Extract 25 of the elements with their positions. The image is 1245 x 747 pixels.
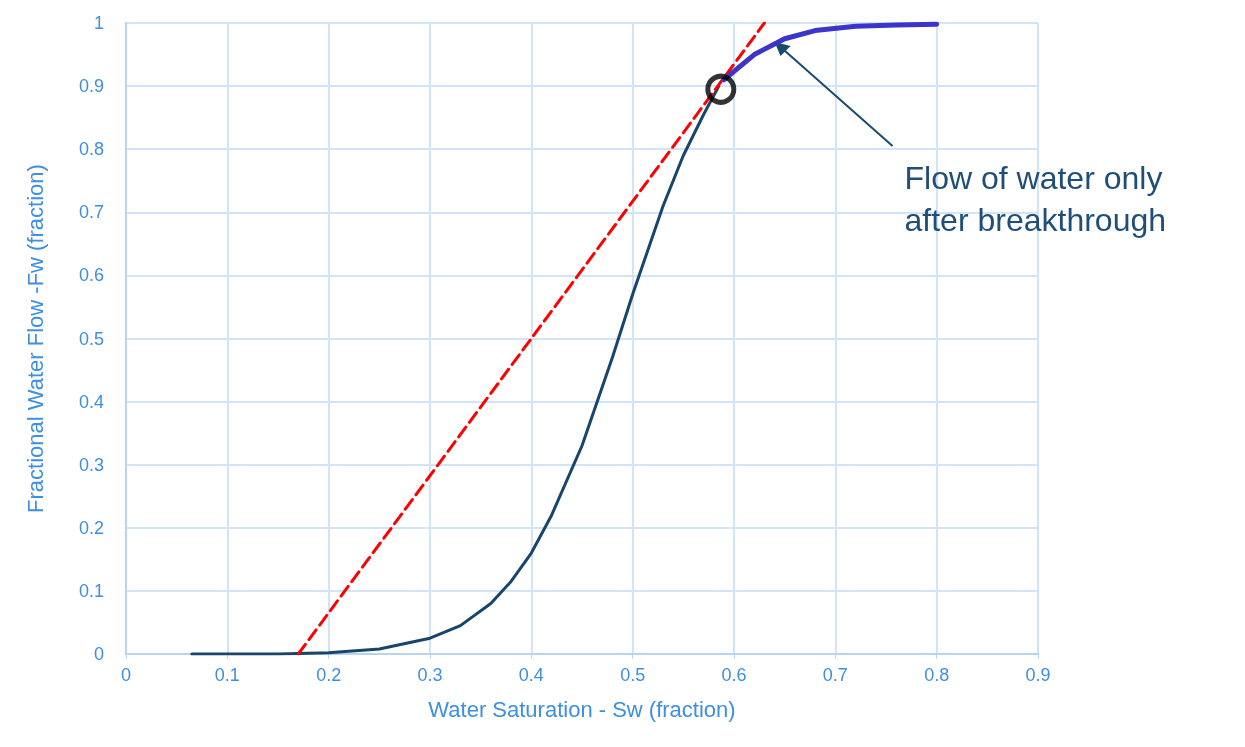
y-tick-label: 1: [93, 13, 104, 33]
annotation: Flow of water only after breakthrough: [904, 159, 1172, 238]
x-tick-label: 0.2: [316, 665, 342, 685]
line-series: [190, 84, 721, 656]
x-tick-label: 0.5: [620, 665, 646, 685]
y-tick-label: 0.2: [78, 517, 104, 538]
y-tick-label: 0.9: [78, 76, 104, 97]
x-tick-label: 0.9: [1025, 665, 1051, 685]
x-tick-label: 0: [120, 665, 132, 685]
y-axis-title: Fractional Water Flow -Fw (fraction): [22, 164, 48, 513]
x-tick-label: 0.1: [214, 665, 240, 685]
y-tick-label: 0.8: [78, 139, 104, 160]
y-tick-label: 0.1: [78, 580, 104, 601]
y-tick-label: 0.5: [78, 328, 104, 349]
y-tick-label: 0.7: [78, 202, 104, 223]
y-tick-label: 0.4: [78, 391, 104, 412]
x-axis-title: Water Saturation - Sw (fraction): [428, 696, 736, 722]
y-tick-label: 0.3: [78, 454, 104, 475]
x-tick-label: 0.4: [518, 665, 544, 685]
x-tick-label: 0.8: [924, 665, 950, 685]
x-tick-label: 0.7: [822, 665, 848, 685]
y-tick-label: 0: [93, 644, 104, 664]
y-tick-label: 0.6: [78, 265, 104, 286]
x-tick-label: 0.6: [721, 665, 747, 685]
x-tick-label: 0.3: [417, 665, 443, 685]
